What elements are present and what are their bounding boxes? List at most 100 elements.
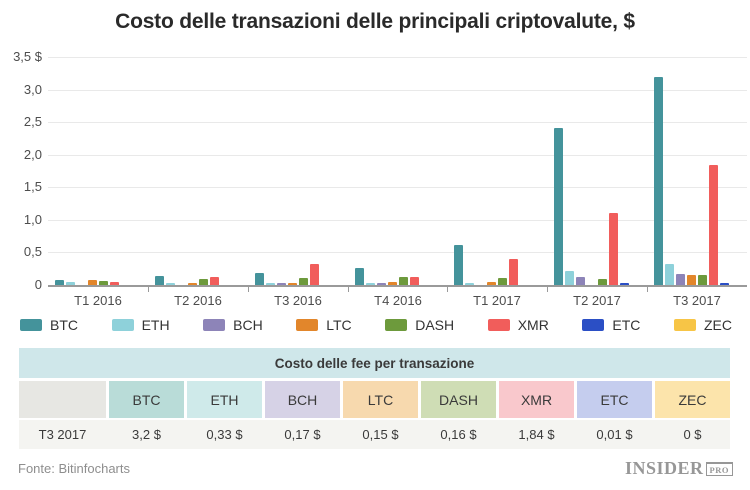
legend-swatch-xmr — [487, 319, 510, 331]
x-tick-label: T1 2016 — [74, 293, 122, 308]
axis-tick — [348, 287, 349, 292]
value-cell-xmr: 1,84 $ — [518, 427, 555, 442]
chart-legend: BTC ETH BCH LTC DASH XMR ETC ZEC — [20, 313, 732, 337]
bar-xmr-t1-2016 — [110, 282, 119, 285]
bar-etc-t3-2017 — [720, 283, 729, 285]
legend-item-xmr: XMR — [487, 317, 549, 333]
bar-eth-t3-2017 — [665, 264, 674, 285]
fee-table-title: Costo delle fee per transazione — [19, 348, 730, 378]
legend-swatch-zec — [673, 319, 696, 331]
bar-xmr-t2-2016 — [210, 277, 219, 285]
bar-btc-t3-2017 — [654, 77, 663, 285]
grid-line — [48, 57, 747, 58]
bar-eth-t1-2016 — [66, 282, 75, 285]
legend-label: DASH — [415, 317, 455, 333]
bar-ltc-t3-2016 — [288, 283, 297, 285]
bar-dash-t1-2016 — [99, 281, 108, 285]
row-label-cell: T3 2017 — [38, 427, 87, 442]
fee-table-value-row: T3 2017 3,2 $ 0,33 $ 0,17 $ 0,15 $ 0,16 $ 1,84… — [19, 420, 730, 449]
coin-header-cell-btc: BTC — [109, 381, 184, 418]
y-tick-label: 2,5 — [23, 114, 42, 129]
coin-header-cell-bch: BCH — [265, 381, 340, 418]
x-tick-label: T2 2017 — [573, 293, 621, 308]
bar-bch-t4-2016 — [377, 283, 386, 285]
x-tick-label: T2 2016 — [174, 293, 222, 308]
legend-item-zec: ZEC — [673, 317, 732, 333]
coin-header-cell-xmr: XMR — [499, 381, 574, 418]
value-cell-ltc: 0,15 $ — [362, 427, 399, 442]
bar-dash-t3-2017 — [698, 275, 707, 285]
bar-ltc-t1-2017 — [487, 282, 496, 285]
grid-line — [48, 252, 747, 253]
legend-swatch-dash — [385, 319, 408, 331]
axis-tick — [148, 287, 149, 292]
x-tick-label: T3 2016 — [274, 293, 322, 308]
bar-dash-t3-2016 — [299, 278, 308, 285]
bar-ltc-t1-2016 — [88, 280, 97, 285]
legend-swatch-btc — [20, 319, 42, 331]
legend-label: BTC — [50, 317, 78, 333]
page-title: Costo delle transazioni delle principali… — [115, 10, 635, 33]
bar-dash-t2-2017 — [598, 279, 607, 285]
legend-label: ETH — [141, 317, 170, 333]
bar-dash-t1-2017 — [498, 278, 507, 285]
bar-eth-t2-2017 — [565, 271, 574, 285]
value-cell-dash: 0,16 $ — [440, 427, 477, 442]
coin-header-cell-etc: ETC — [577, 381, 652, 418]
bar-xmr-t2-2017 — [609, 213, 618, 285]
bar-xmr-t3-2016 — [310, 264, 319, 285]
coin-header-cell-dash: DASH — [421, 381, 496, 418]
y-tick-label: 3,5 $ — [13, 49, 42, 64]
bar-btc-t2-2016 — [155, 276, 164, 285]
legend-item-dash: DASH — [385, 317, 454, 333]
bar-etc-t2-2017 — [620, 283, 629, 285]
y-tick-label: 2,0 — [23, 147, 42, 162]
value-cell-bch: 0,17 $ — [284, 427, 321, 442]
bar-eth-t2-2016 — [166, 283, 175, 285]
bar-dash-t4-2016 — [399, 277, 408, 285]
bar-eth-t3-2016 — [266, 283, 275, 285]
legend-item-btc: BTC — [20, 317, 78, 333]
coin-header-cell-eth: ETH — [187, 381, 262, 418]
legend-item-bch: BCH — [203, 317, 263, 333]
legend-item-ltc: LTC — [296, 317, 352, 333]
bar-bch-t3-2016 — [277, 283, 286, 285]
bar-btc-t2-2017 — [554, 128, 563, 285]
coin-header-cell-zec: ZEC — [655, 381, 730, 418]
y-tick-label: 0,5 — [23, 244, 42, 259]
legend-swatch-ltc — [296, 319, 319, 331]
insider-logo: INSIDER PRO — [625, 458, 733, 479]
legend-item-etc: ETC — [582, 317, 640, 333]
bar-xmr-t4-2016 — [410, 277, 419, 285]
y-tick-label: 3,0 — [23, 82, 42, 97]
source-note: Fonte: Bitinfocharts — [18, 461, 130, 476]
legend-swatch-etc — [582, 319, 605, 331]
value-cell-etc: 0,01 $ — [596, 427, 633, 442]
legend-label: LTC — [326, 317, 352, 333]
legend-swatch-eth — [111, 319, 134, 331]
fee-table-header-row: BTC ETH BCH LTC DASH XMR ETC ZEC — [19, 381, 730, 418]
bar-btc-t1-2017 — [454, 245, 463, 285]
bar-ltc-t4-2016 — [388, 282, 397, 285]
bar-ltc-t3-2017 — [687, 275, 696, 285]
axis-tick — [547, 287, 548, 292]
bar-xmr-t1-2017 — [509, 259, 518, 285]
bar-chart: 3,5 $ 3,0 2,5 2,0 1,5 1,0 0,5 0 T1 2016 T2 2016 T3… — [0, 45, 750, 313]
y-tick-label: 1,0 — [23, 212, 42, 227]
legend-label: ETC — [612, 317, 641, 333]
coin-header-cell-ltc: LTC — [343, 381, 418, 418]
grid-line — [48, 122, 747, 123]
grid-line — [48, 90, 747, 91]
x-tick-label: T4 2016 — [374, 293, 422, 308]
value-cell-zec: 0 $ — [683, 427, 702, 442]
bar-btc-t1-2016 — [55, 280, 64, 285]
coin-header-empty-cell — [19, 381, 106, 418]
bar-ltc-t2-2016 — [188, 283, 197, 285]
insider-logo-text: INSIDER — [625, 458, 704, 478]
axis-baseline — [48, 285, 747, 287]
pro-badge: PRO — [705, 461, 733, 476]
grid-line — [48, 155, 747, 156]
grid-line — [48, 220, 747, 221]
bar-eth-t1-2017 — [465, 283, 474, 285]
value-cell-btc: 3,2 $ — [132, 427, 161, 442]
